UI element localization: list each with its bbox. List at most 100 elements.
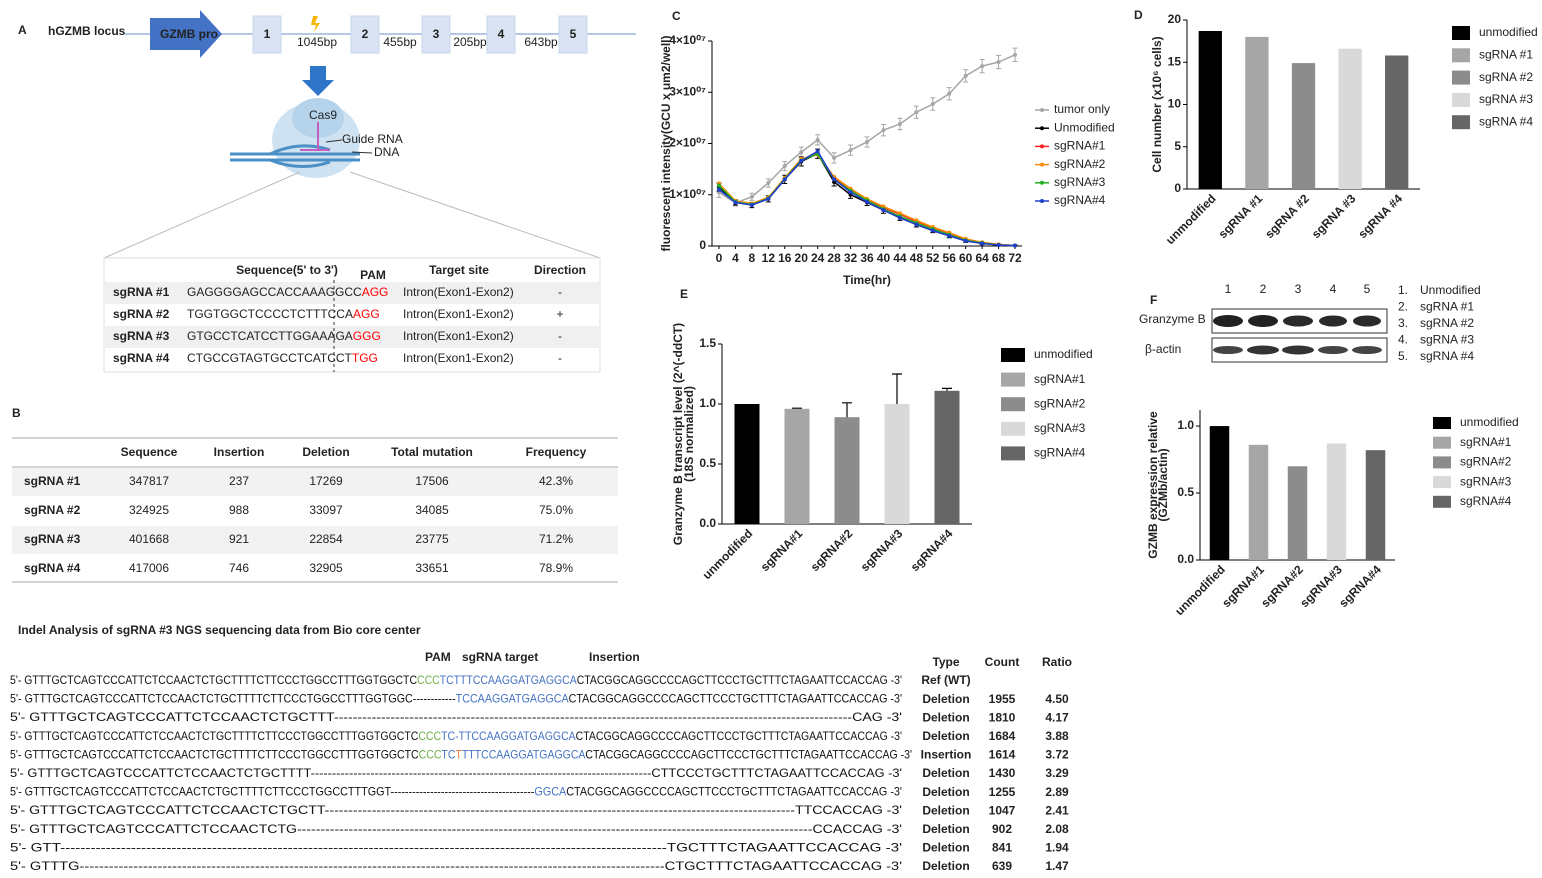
sgrna-name: sgRNA #3: [113, 329, 170, 343]
legend-point: [1040, 162, 1044, 167]
x-tick-label: 16: [778, 251, 792, 265]
series-point: [749, 203, 754, 207]
table-cell: 17269: [309, 474, 343, 488]
x-axis-label: Time(hr): [843, 273, 891, 287]
sequence-segment: CTACGGCAGGCCCCAGCTTCCCTGCTTTCTAGAATTCCAC…: [569, 692, 902, 706]
lane-legend-name: sgRNA #2: [1420, 316, 1474, 330]
panel-label: E: [680, 287, 688, 301]
series-point: [897, 122, 902, 127]
legend-label: sgRNA #4: [1479, 114, 1533, 128]
indel-ratio: 3.72: [1045, 748, 1069, 762]
x-tick-label: unmodified: [1163, 191, 1219, 247]
sequence-text: CTGCCGTAGTGCCTCATCCT: [187, 351, 353, 365]
series-point: [1013, 52, 1018, 57]
series-point: [963, 238, 968, 243]
sequence-segment: T: [455, 748, 462, 762]
x-tick-label: 44: [893, 251, 907, 265]
series-point: [815, 137, 820, 142]
series-point: [980, 241, 985, 246]
error-bar: [892, 373, 902, 404]
x-tick-label: 24: [811, 251, 825, 265]
intron-length: 205bp: [453, 35, 487, 49]
table-cell: 42.3%: [539, 474, 573, 488]
western-blot: [1211, 308, 1388, 363]
legend-label: unmodified: [1479, 25, 1538, 39]
sequence-segment: CTACGGCAGGCCCCAGCTTCCCTGCTTTCTAGAATTCCAC…: [566, 785, 902, 799]
legend-swatch: [1433, 436, 1451, 449]
legend-swatch: [1452, 48, 1470, 63]
legend-label: sgRNA#2: [1460, 455, 1512, 469]
indel-count: 1684: [989, 729, 1016, 743]
indel-type: Deletion: [922, 803, 969, 817]
series-line: [718, 54, 1016, 204]
blot-row-label: Granzyme B: [1139, 312, 1206, 326]
indel-count: 1614: [989, 748, 1016, 762]
legend-label: tumor only: [1054, 102, 1110, 116]
sequence-segment: CCC: [417, 673, 440, 687]
indel-ratio: 2.89: [1045, 785, 1069, 799]
series-point: [996, 242, 1001, 247]
lane-legend-name: sgRNA #1: [1420, 300, 1474, 314]
sequence-segment: 5'- GTTTG-------------------------------…: [10, 859, 902, 873]
table-cell: 17506: [415, 474, 449, 488]
lane-legend-number: 1.: [1398, 283, 1408, 297]
indel-type: Deletion: [922, 692, 969, 706]
y-tick-label: 1.0: [1177, 418, 1194, 432]
indel-type: Deletion: [922, 822, 969, 836]
series-point: [716, 183, 721, 188]
sgrna-name: sgRNA #2: [113, 307, 170, 321]
legend-swatch: [1433, 476, 1451, 489]
indel-count: 1955: [989, 692, 1016, 706]
y-tick-label: 0.0: [699, 516, 716, 530]
series-point: [897, 215, 902, 220]
exon: [486, 15, 516, 54]
sequence-segment: CCC: [418, 729, 441, 743]
legend-label: sgRNA#4: [1460, 494, 1512, 508]
x-tick-label: 4: [732, 251, 739, 265]
indel-ratio: 4.50: [1045, 692, 1069, 706]
panel-label: B: [12, 406, 21, 420]
legend-swatch: [1433, 456, 1451, 469]
series-point: [930, 228, 935, 233]
lane-legend-name: Unmodified: [1420, 283, 1481, 297]
promoter-label: GZMB pro: [160, 27, 218, 41]
table-cell: 988: [229, 503, 249, 517]
indel-title: Indel Analysis of sgRNA #3 NGS sequencin…: [18, 623, 421, 637]
sequence-segment: 5'- GTTTGCTCAGTCCCATTCTCCAACTCTGCTTTTCTT…: [10, 748, 419, 762]
legend-swatch: [1452, 115, 1470, 130]
legend-label: sgRNA#1: [1460, 435, 1512, 449]
series-point: [716, 187, 721, 192]
sequence-segment: 5'- GTT---------------------------------…: [10, 841, 902, 855]
intron-length: 455bp: [383, 35, 417, 49]
series-point: [865, 199, 869, 204]
table-cell: 32905: [309, 561, 343, 575]
exon: [421, 15, 451, 54]
series-point: [865, 139, 869, 144]
down-arrow: [302, 66, 334, 96]
pam-text: GGG: [353, 329, 381, 343]
lane-legend-number: 4.: [1398, 333, 1408, 347]
error-bar: [792, 407, 802, 409]
aligned-sequence: 5'- GTTTGCTCAGTCCCATTCTCCAACTCTGCTT-----…: [10, 803, 902, 817]
target-site: Intron(Exon1-Exon2): [403, 351, 514, 365]
sequence-segment: 5'- GTTTGCTCAGTCCCATTCTCCAACTCTGCTTTTCTT…: [10, 785, 534, 799]
y-tick-label: 20: [1168, 12, 1182, 26]
aligned-sequence: 5'- GTTTGCTCAGTCCCATTCTCCAACTCTG--------…: [10, 822, 902, 836]
sequence-text: TGGTGGCTCCCCTCTTTCCA: [187, 307, 353, 321]
sgrna-sequence: GTGCCTCATCCTTGGAAAGAGGG: [187, 329, 381, 343]
indel-ratio: 3.88: [1045, 729, 1069, 743]
series-point: [799, 150, 804, 155]
exon-label: 5: [570, 27, 577, 41]
sequence-segment: CTACGGCAGGCCCCAGCTTCCCTGCTTTCTAGAATTCCAC…: [577, 673, 902, 687]
legend-swatch: [1452, 26, 1470, 40]
y-tick-label: 10: [1168, 97, 1182, 111]
aligned-sequence: 5'- GTTTGCTCAGTCCCATTCTCCAACTCTGCTTTTCTT…: [10, 729, 902, 743]
series-point: [914, 110, 919, 115]
y-axis-label: fluorescent intensity(GCU x um2/well): [659, 35, 673, 251]
lane-number: 3: [1295, 282, 1302, 296]
y-axis-sublabel: (18S normalized): [682, 386, 696, 482]
sequence-text: GAGGGGAGCCACCAAAGGCC: [187, 285, 362, 299]
x-tick-label: 60: [959, 251, 973, 265]
intron-length: 643bp: [524, 35, 558, 49]
x-tick-label: 52: [926, 251, 940, 265]
